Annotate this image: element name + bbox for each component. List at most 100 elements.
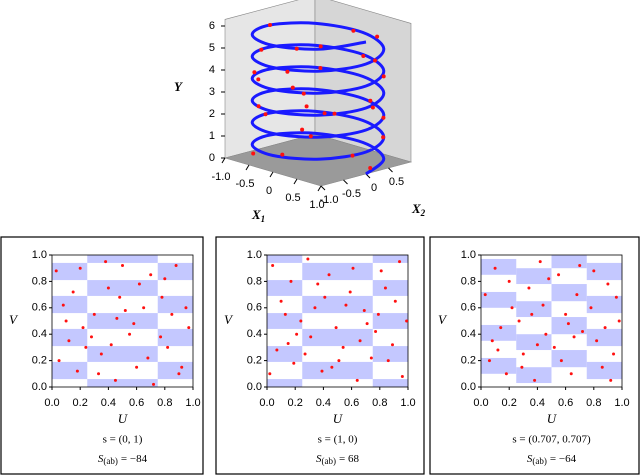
data-point [289,279,293,283]
data-point [149,273,153,277]
data-point [400,374,404,378]
data-point [64,319,68,323]
data-point [263,112,268,117]
x1-tick [269,171,274,178]
stripe [52,328,88,347]
stripe [157,328,193,347]
data-point [344,303,348,307]
stripe [551,255,587,269]
data-point [256,104,261,109]
stripe [267,313,303,329]
y-tick-label: 1.0 [461,249,476,261]
stripe [481,291,517,308]
data-point [301,91,306,96]
stat-value: = 68 [339,453,359,465]
data-point [517,319,521,323]
x-tick-label: 0.4 [530,397,545,409]
data-point [132,322,136,326]
data-point [361,54,366,58]
stat-value: = −64 [550,453,577,465]
data-point [350,153,355,158]
x1-tick [245,164,250,171]
data-point [365,322,369,326]
data-point [405,319,409,323]
data-point [295,332,299,336]
stripe [372,280,408,296]
stat-symbol: S [316,453,322,465]
axis-symbol: X [251,207,261,222]
stat-symbol: S [98,453,104,465]
data-point [362,308,366,312]
stat-subscript: (ab) [532,456,547,466]
stat-subscript: (ab) [322,456,337,466]
y-tick-label: 0.2 [32,355,47,367]
data-point [318,66,323,70]
x1-tick [221,157,226,164]
y-tick-label: 0.4 [461,328,476,340]
data-point [348,290,352,294]
data-point [544,332,548,336]
data-point [180,365,184,369]
data-point [271,264,275,268]
x-tick-label: 0.8 [157,397,172,409]
data-point [581,330,585,334]
data-point [89,335,93,339]
stripe [551,284,587,302]
x-axis-label: U [333,411,344,426]
data-point [292,361,296,365]
data-point [142,306,146,310]
data-point [256,77,261,82]
stripe [267,346,303,362]
x-tick-label: 0.2 [73,397,88,409]
data-point [322,111,327,116]
data-point [496,348,500,352]
data-point [57,359,61,363]
stripe [302,328,373,347]
y-axis-label: V [224,312,234,327]
helix-line [250,21,386,176]
plot-area [51,254,194,388]
data-point [275,348,279,352]
panel-frame [429,236,640,475]
data-point [559,359,563,363]
data-point [268,23,272,27]
stripe [516,367,552,384]
data-point [569,372,573,376]
stripe [157,262,193,281]
data-point [351,28,356,33]
data-point [104,260,108,264]
y-tick-label: 4 [209,64,215,76]
data-point [355,378,359,382]
data-point [78,266,82,270]
x2-axis-label: X2 [411,201,426,218]
data-point [327,273,331,277]
data-point [304,104,309,109]
data-point [330,365,334,369]
data-point [617,319,621,323]
data-point [487,359,491,363]
stripe [302,262,373,281]
y-tick-label: 1.0 [247,249,262,261]
data-point [81,326,85,330]
data-point [280,152,285,157]
y-tick-label: 2 [209,108,215,120]
x1-tick-label: 1.0 [309,199,324,211]
data-point [251,151,256,156]
stripe [481,357,517,374]
y-tick-label: 0.0 [247,381,262,393]
data-point [123,308,127,312]
data-point [75,369,79,373]
data-point [541,303,545,307]
x-tick-label: 0.2 [502,397,517,409]
y-tick-label: 0.4 [247,328,262,340]
stripe [516,301,552,318]
data-point [530,312,534,316]
data-point [393,299,397,303]
x1-tick-label: -1.0 [212,171,231,183]
y-tick-label: 0.8 [247,275,262,287]
data-point [128,332,132,336]
data-point [61,303,65,307]
x-tick-label: 0.6 [558,397,573,409]
stripe [372,255,408,263]
data-point [603,326,607,330]
